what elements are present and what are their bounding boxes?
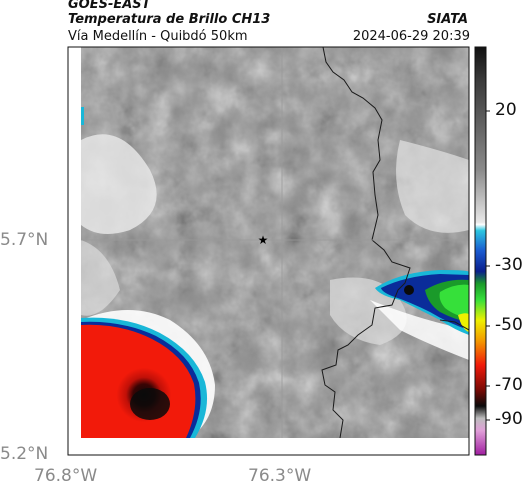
colorbar-tick-m70: -70 [495, 375, 523, 395]
admin-border [321, 47, 411, 438]
lon-label-76-8: 76.8°W [34, 466, 98, 486]
region-subtitle: Vía Medellín - Quibdó 50km [68, 29, 248, 44]
colorbar-tick-m50: -50 [495, 315, 523, 335]
datetime-label: 2024-06-29 20:39 [352, 29, 470, 44]
lat-label-5-2: 5.2°N [0, 444, 49, 464]
brightness-temperature-field [81, 47, 469, 438]
product-title: Temperatura de Brillo CH13 [68, 12, 271, 27]
satellite-title: GOES-EAST [68, 0, 151, 12]
location-marker-icon: ★ [258, 233, 269, 247]
colorbar-tick-m30: -30 [495, 255, 523, 275]
colorbar-tick-20: 20 [495, 100, 517, 120]
colorbar-tick-m90: -90 [495, 409, 523, 429]
agency-label: SIATA [427, 12, 468, 27]
colorbar [474, 46, 487, 456]
map-frame [67, 46, 470, 456]
lat-label-5-7: 5.7°N [0, 230, 49, 250]
lon-label-76-3: 76.3°W [248, 466, 312, 486]
